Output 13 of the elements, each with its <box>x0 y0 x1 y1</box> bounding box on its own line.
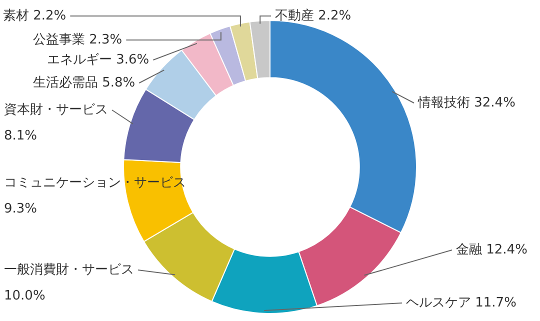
slice-label: 情報技術 32.4% <box>417 95 516 110</box>
slice-label: 金融 12.4% <box>456 242 528 258</box>
slice-label: エネルギー 3.6% <box>47 52 150 68</box>
data-label: 10.0% <box>4 288 46 304</box>
slice-label: ヘルスケア 11.7% <box>406 295 516 310</box>
slice-label: 公益事業 2.3% <box>33 32 122 48</box>
slice-label: 資本財・サービス <box>4 102 108 118</box>
data-label: 9.3% <box>4 201 38 216</box>
data-label: 8.1% <box>4 128 38 144</box>
slice-label: 一般消費財・サービス <box>4 262 134 278</box>
slice-label: 素材 2.2% <box>3 8 66 24</box>
slice-label: 不動産 2.2% <box>275 7 352 24</box>
slice-label: 生活必需品 5.8% <box>33 75 136 90</box>
